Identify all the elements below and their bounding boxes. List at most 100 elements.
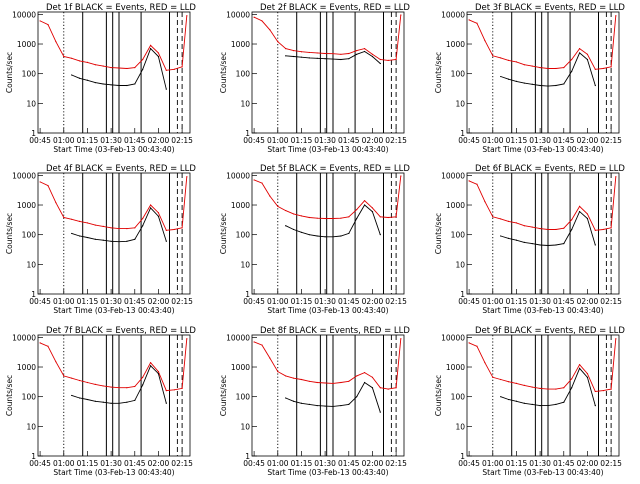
x-tick-label: 01:15 (77, 136, 99, 145)
lld-data-point (277, 205, 279, 207)
y-tick-label: 10000 (441, 10, 465, 19)
x-tick-label: 02:00 (362, 136, 384, 145)
events-data-point (371, 55, 374, 58)
lld-data-point (308, 380, 310, 382)
lld-data-point (563, 227, 565, 229)
events-data-point (578, 367, 581, 369)
x-axis-label: Start Time (03-Feb-13 00:43:40) (482, 468, 603, 477)
lld-series-line (253, 14, 402, 61)
y-tick-label: 100 (22, 231, 37, 240)
lld-data-point (507, 381, 510, 383)
y-tick-label: 1000 (446, 363, 465, 372)
events-data-point (78, 77, 81, 79)
events-data-point (165, 240, 167, 242)
lld-data-point (285, 375, 287, 377)
events-data-point (308, 234, 310, 236)
lld-data-point (181, 66, 183, 68)
lld-data-point (39, 342, 41, 344)
events-data-point (547, 405, 549, 407)
events-data-point (586, 58, 589, 61)
events-data-point (563, 243, 565, 245)
lld-data-point (78, 60, 81, 62)
x-tick-label: 02:15 (171, 459, 193, 468)
lld-data-point (379, 58, 381, 61)
panel-title: Det 4f BLACK = Events, RED = LLD (46, 164, 196, 174)
events-data-point (285, 55, 287, 57)
x-tick-label: 01:45 (338, 297, 360, 306)
lld-data-point (126, 67, 128, 70)
lld-data-point (324, 382, 326, 384)
lld-data-point (134, 385, 136, 388)
lld-data-point (149, 204, 152, 206)
detector-panel-6: Det 6f BLACK = Events, RED = LLD 1 10 100 10… (434, 164, 625, 315)
y-axis-label: Counts/sec (434, 213, 443, 254)
events-data-point (94, 82, 96, 84)
events-data-point (149, 48, 152, 50)
y-tick-label: 10000 (12, 333, 36, 342)
lld-data-point (348, 216, 350, 218)
lld-data-point (602, 67, 604, 70)
events-data-point (300, 56, 303, 58)
y-tick-label: 1 (245, 290, 250, 299)
lld-data-point (285, 48, 287, 50)
lld-data-point (547, 228, 549, 231)
lld-data-point (523, 225, 525, 227)
x-tick-label: 01:30 (529, 297, 551, 306)
x-tick-label: 00:45 (29, 459, 51, 468)
events-data-point (539, 244, 541, 246)
x-tick-label: 01:45 (124, 297, 146, 306)
lld-data-point (371, 53, 374, 55)
lld-data-point (571, 58, 573, 61)
events-data-point (149, 207, 152, 209)
lld-data-point (476, 183, 478, 185)
events-data-point (324, 58, 326, 60)
x-tick-label: 01:15 (506, 297, 528, 306)
lld-data-point (142, 217, 144, 220)
y-tick-label: 10 (26, 422, 36, 431)
x-tick-label: 01:00 (53, 136, 75, 145)
events-data-point (142, 384, 144, 386)
lld-data-point (563, 67, 565, 69)
lld-data-point (55, 202, 57, 204)
lld-series-line (468, 15, 617, 70)
events-data-point (379, 411, 381, 413)
x-tick-label: 01:00 (482, 136, 504, 145)
y-tick-label: 100 (22, 393, 37, 402)
events-data-point (371, 210, 374, 213)
events-data-point (78, 397, 81, 399)
lld-data-point (332, 382, 334, 385)
lld-data-point (86, 61, 89, 63)
lld-data-point (468, 342, 470, 344)
x-tick-label: 01:30 (314, 136, 336, 145)
x-axis-label: Start Time (03-Feb-13 00:43:40) (482, 306, 603, 315)
lld-data-point (476, 22, 478, 24)
lld-data-point (173, 228, 175, 231)
x-tick-label: 01:15 (291, 136, 313, 145)
events-data-point (555, 244, 557, 246)
events-data-point (118, 402, 120, 404)
events-data-point (571, 387, 573, 389)
x-tick-label: 01:15 (506, 136, 528, 145)
lld-data-point (165, 229, 167, 231)
x-axis-label: Start Time (03-Feb-13 00:43:40) (53, 145, 174, 154)
x-tick-label: 02:15 (171, 136, 193, 145)
lld-data-point (492, 55, 494, 57)
lld-data-point (602, 390, 604, 392)
events-data-point (126, 401, 128, 403)
events-data-point (507, 78, 510, 80)
x-tick-label: 01:45 (553, 297, 575, 306)
panel-title: Det 6f BLACK = Events, RED = LLD (475, 164, 625, 174)
events-data-point (110, 240, 112, 242)
lld-data-point (78, 220, 81, 223)
lld-data-point (253, 179, 255, 181)
lld-data-point (539, 67, 541, 69)
lld-data-point (484, 40, 486, 42)
lld-data-point (149, 362, 152, 364)
lld-data-point (340, 53, 342, 55)
y-tick-label: 1000 (231, 40, 250, 49)
lld-data-point (500, 218, 502, 220)
events-data-point (571, 228, 573, 231)
x-tick-label: 02:15 (385, 136, 407, 145)
events-data-point (134, 399, 136, 401)
y-tick-label: 1 (31, 452, 36, 461)
